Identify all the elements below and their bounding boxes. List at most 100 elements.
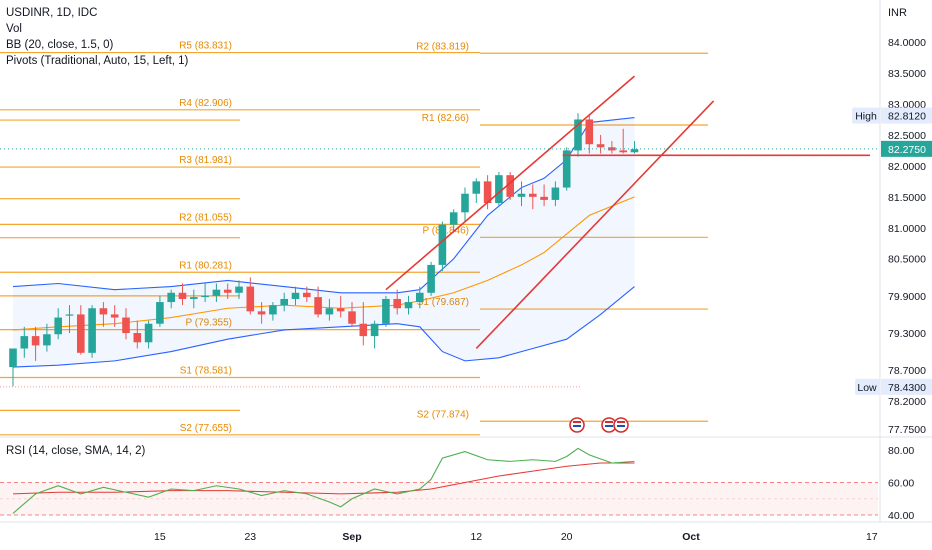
price-tick-label: 83.5000 <box>888 68 926 80</box>
pivot-label: P (79.355) <box>185 318 232 329</box>
candle-body[interactable] <box>201 295 209 298</box>
pivot-label: R1 (80.281) <box>179 260 232 271</box>
candle-body[interactable] <box>178 292 187 299</box>
candle-body[interactable] <box>619 150 627 153</box>
pivot-label: R3 (81.981) <box>179 155 232 166</box>
pivots-legend[interactable]: Pivots (Traditional, Auto, 15, Left, 1) <box>6 55 189 67</box>
candle-body[interactable] <box>133 333 142 343</box>
candle-body[interactable] <box>54 317 62 335</box>
bb-upper-line <box>12 117 635 294</box>
candle-body[interactable] <box>325 308 334 315</box>
candle-body[interactable] <box>336 308 345 312</box>
candle-body[interactable] <box>43 334 51 346</box>
candle-body[interactable] <box>65 314 74 316</box>
pivot-levels: R5 (83.831) R4 (82.906) R3 (81.981) R2 (81.… <box>0 41 708 436</box>
candle-body[interactable] <box>393 298 401 309</box>
event-markers <box>569 417 629 433</box>
candle-body[interactable] <box>630 149 639 153</box>
candle-body[interactable] <box>20 336 29 349</box>
rsi-panel: 80.00 60.00 40.00 <box>0 436 932 522</box>
candle-body[interactable] <box>99 308 108 315</box>
rsi-legend[interactable]: RSI (14, close, SMA, 14, 2) <box>6 445 146 457</box>
candle-body[interactable] <box>156 302 164 324</box>
high-tag <box>852 107 880 124</box>
candle-body[interactable] <box>529 193 537 197</box>
time-tick-label: Sep <box>342 531 361 543</box>
candle-body[interactable] <box>416 292 424 303</box>
price-tick-label: 82.0000 <box>888 161 926 173</box>
low-value-text: 78.4300 <box>888 382 926 394</box>
high-value-badge <box>881 107 932 124</box>
candle-body[interactable] <box>472 181 481 194</box>
rsi-line <box>12 447 635 514</box>
candle-body[interactable] <box>574 119 582 151</box>
rsi-tick-label: 40.00 <box>888 510 914 522</box>
candle-body[interactable] <box>269 305 277 315</box>
price-tick-label: 81.0000 <box>888 223 926 235</box>
time-tick-label: Oct <box>682 531 700 543</box>
candle-body[interactable] <box>506 175 514 197</box>
candle-body[interactable] <box>540 196 548 200</box>
candle-body[interactable] <box>551 187 560 200</box>
candle-body[interactable] <box>280 298 288 306</box>
candle-body[interactable] <box>585 119 594 145</box>
candle-body[interactable] <box>31 336 40 346</box>
candle-body[interactable] <box>562 150 571 188</box>
candle-body[interactable] <box>517 193 526 197</box>
candle-body[interactable] <box>122 317 130 334</box>
low-tag <box>855 378 880 395</box>
candle-body[interactable] <box>404 302 413 309</box>
flag-stripe <box>605 421 613 423</box>
candle-body[interactable] <box>235 286 243 293</box>
pivot-label: R4 (82.906) <box>179 98 232 109</box>
candle-body[interactable] <box>608 147 616 151</box>
symbol-title[interactable]: USDINR, 1D, IDC <box>6 7 98 19</box>
time-tick-label: 12 <box>470 531 482 543</box>
rsi-tick-label: 80.00 <box>888 445 914 457</box>
candle-body[interactable] <box>167 292 175 303</box>
current-price-text: 82.2750 <box>888 144 926 156</box>
candle-body[interactable] <box>359 323 368 337</box>
pivot-label: S1 (79.687) <box>417 297 469 308</box>
candle-body[interactable] <box>223 289 232 293</box>
candle-body[interactable] <box>291 292 300 299</box>
candle-body[interactable] <box>495 175 503 204</box>
candle-body[interactable] <box>427 264 435 293</box>
current-price-badge <box>881 140 932 157</box>
price-tick-label: 77.7500 <box>888 424 926 436</box>
candle-body[interactable] <box>88 308 96 353</box>
candle-body[interactable] <box>257 311 266 315</box>
price-tick-label: 78.2000 <box>888 396 926 408</box>
candle-body[interactable] <box>246 286 255 312</box>
candle-body[interactable] <box>461 193 469 213</box>
pivot-label: R2 (81.055) <box>179 212 232 223</box>
candle-body[interactable] <box>212 289 221 296</box>
pivot-label: R5 (83.831) <box>179 41 232 52</box>
candle-body[interactable] <box>314 297 322 315</box>
time-tick-label: 15 <box>154 531 166 543</box>
bb-legend[interactable]: BB (20, close, 1.5, 0) <box>6 39 114 51</box>
vol-legend[interactable]: Vol <box>6 23 22 35</box>
candle-body[interactable] <box>77 314 85 353</box>
candle-body[interactable] <box>110 314 119 318</box>
pivot-label: R1 (82.66) <box>422 113 469 124</box>
candle-body[interactable] <box>370 323 379 337</box>
channel-upper-line[interactable] <box>385 75 636 291</box>
candle-body[interactable] <box>596 144 605 148</box>
price-tick-label: 82.5000 <box>888 130 926 142</box>
bb-fill <box>13 117 635 368</box>
low-tag-label: Low <box>857 382 877 394</box>
flag-stripe <box>617 425 625 427</box>
candle-body[interactable] <box>348 311 356 324</box>
candle-body[interactable] <box>449 212 458 225</box>
channel-lower-line[interactable] <box>475 100 715 350</box>
candle-body[interactable] <box>190 297 198 299</box>
candle-body[interactable] <box>9 348 17 368</box>
candle-body[interactable] <box>382 298 390 324</box>
candle-body[interactable] <box>483 181 492 204</box>
candle-body[interactable] <box>303 292 311 298</box>
candle-body[interactable] <box>438 224 447 265</box>
rsi-ma-line <box>12 462 635 495</box>
candle-body[interactable] <box>144 323 153 343</box>
